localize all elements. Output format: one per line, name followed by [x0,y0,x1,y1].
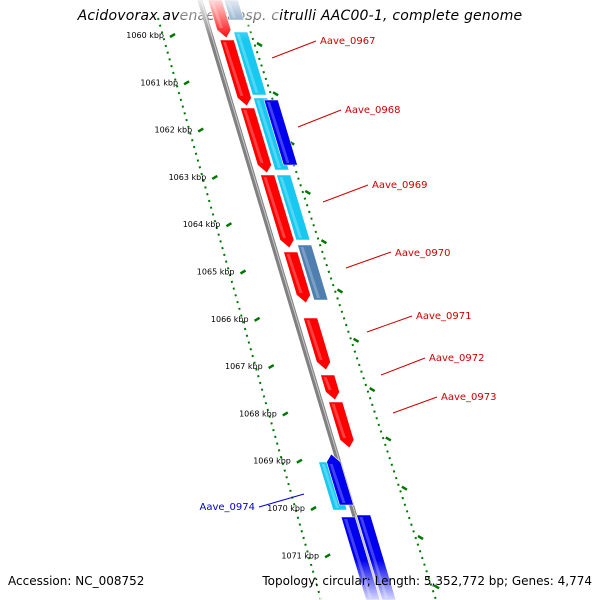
kbp-label: 1068 kbp [239,409,277,418]
kbp-label: 1064 kbp [183,220,221,229]
kbp-label: 1065 kbp [197,268,235,277]
gene-feature-steel-shine [300,247,320,298]
kbp-label: 1070 kbp [267,504,305,513]
kbp-label: 1066 kbp [211,315,249,324]
gene-feature-red-shine [286,254,303,293]
gene-feature-red[interactable] [320,374,340,401]
gene-feature-cyan-shine [279,177,302,238]
gene-label[interactable]: Aave_0968 [345,105,401,116]
gene-callout-line [366,315,413,333]
kbp-tick [324,553,331,559]
gene-feature-red-shine [306,320,323,360]
gene-feature-red[interactable] [328,401,355,449]
kbp-label: 1062 kbp [154,126,192,135]
gene-feature-red-shine [323,377,332,390]
gene-callouts: Aave_0967 Aave_0968 Aave_0969 Aave_0970 Aave… [200,36,497,513]
outer-tick [304,189,311,195]
gene-feature-cyan-shine [321,464,339,508]
gene-label[interactable]: Aave_0973 [441,392,497,403]
outer-tick [272,91,279,97]
kbp-tick [169,32,176,39]
gene-label[interactable]: Aave_0972 [429,353,485,364]
outer-tick [401,485,408,491]
outer-tick [352,337,360,343]
accession-label: Accession: NC_008752 [8,574,145,588]
gene-feature-steel[interactable] [297,244,329,301]
gene-feature-red-shine [243,110,264,163]
outer-tick [320,239,328,245]
bottom-fade [320,560,400,600]
gene-callout-line [297,109,342,128]
kbp-label: 1067 kbp [225,362,263,371]
kbp-tick [211,174,218,180]
gene-callout-line [392,396,438,414]
gene-feature-blue-shine [267,102,290,163]
top-fade [180,0,280,40]
kbp-label: 1063 kbp [169,173,207,182]
gene-label[interactable]: Aave_0974 [200,502,256,513]
kbp-tick [183,80,190,86]
kbp-label: 1061 kbp [140,78,178,87]
gene-feature-blue[interactable] [263,99,298,166]
topology-label: Topology: circular; Length: 5,352,772 bp… [262,574,592,588]
gene-label[interactable]: Aave_0967 [320,36,376,47]
gene-feature-cyan[interactable] [276,174,311,241]
gene-callout-line [258,493,305,508]
gene-feature-blue[interactable] [326,453,354,506]
gene-feature-cyan-shine [236,34,259,93]
kbp-tick [197,127,204,133]
kbp-label: 1060 kbp [126,31,164,40]
kbp-tick [239,269,247,275]
outer-tick [336,288,344,294]
kbp-tick [282,411,289,417]
kbp-ruler: 1060 kbp 1061 kbp 1062 kbp 1063 kbp 1064 kbp… [126,17,331,600]
gene-callout-line [345,251,392,269]
gene-feature-red[interactable] [260,174,295,249]
gene-feature-red[interactable] [283,251,311,304]
gene-label[interactable]: Aave_0970 [395,248,451,259]
gene-feature-blue-shine [329,464,346,503]
gene-feature-red-shine [223,42,244,96]
gene-feature-red[interactable] [239,107,272,174]
outer-tick [256,41,263,48]
outer-tick [433,584,440,590]
gene-feature-red[interactable] [302,317,331,371]
kbp-label: 1069 kbp [253,457,291,466]
kbp-tick [310,505,317,512]
kbp-tick [225,222,233,228]
gene-callout-line [271,40,317,59]
kbp-tick [296,458,303,464]
kbp-label: 1071 kbp [281,551,319,560]
gene-callout-line [322,184,369,203]
gene-feature-cyan-shine [256,100,281,168]
outer-tick [417,534,424,541]
kbp-tick [268,364,275,370]
outer-tick [369,387,376,393]
gene-feature-red-shine [331,404,346,438]
kbp-tick [253,316,261,322]
gene-callout-line [380,357,426,376]
gene-label[interactable]: Aave_0969 [372,180,428,191]
gene-feature-red-shine [263,177,286,238]
outer-tick [385,436,392,442]
gene-label[interactable]: Aave_0971 [416,311,472,322]
